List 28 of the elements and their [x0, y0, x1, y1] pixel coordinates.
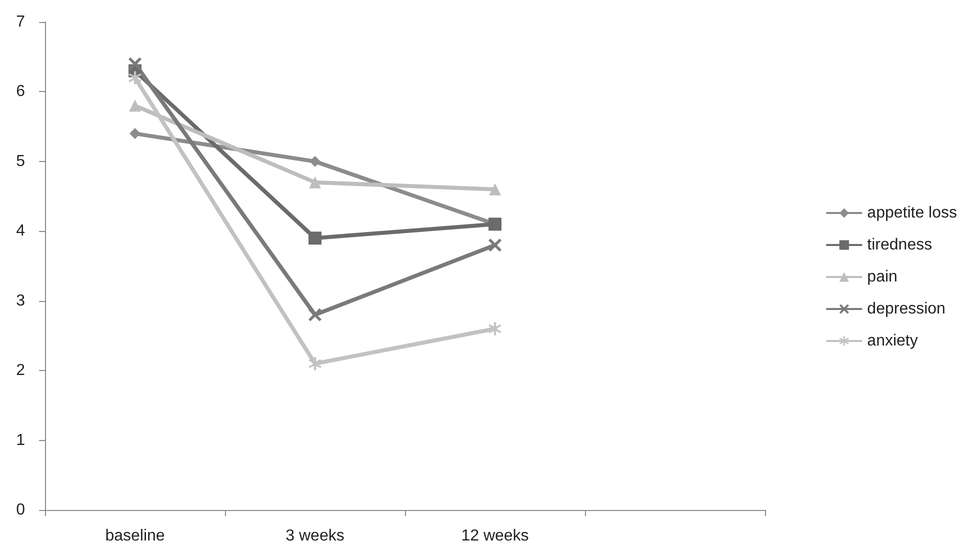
- point: [310, 156, 320, 167]
- legend-label: appetite loss: [867, 204, 958, 222]
- point: [308, 308, 322, 322]
- y-tick-label: 4: [16, 222, 26, 240]
- point: [129, 100, 141, 112]
- point: [308, 232, 322, 245]
- legend-label: tiredness: [867, 236, 932, 254]
- y-tick-label: 7: [16, 14, 26, 30]
- y-tick-label: 5: [16, 152, 26, 170]
- legend-label: anxiety: [867, 332, 918, 350]
- point: [128, 57, 142, 70]
- point: [488, 322, 502, 336]
- y-tick-label: 0: [16, 502, 26, 518]
- y-tick-label: 2: [16, 362, 26, 380]
- point: [488, 238, 502, 252]
- point: [128, 71, 142, 84]
- point: [309, 176, 321, 188]
- point: [308, 357, 322, 370]
- x-tick-label: 3 weeks: [286, 528, 344, 544]
- point: [489, 183, 501, 196]
- legend-label: depression: [867, 300, 946, 318]
- legend-label: pain: [867, 268, 898, 286]
- x-tick-label: 12 weeks: [461, 528, 529, 544]
- y-tick-label: 3: [16, 292, 26, 310]
- x-tick-label: baseline: [105, 528, 165, 544]
- y-tick-label: 6: [16, 83, 26, 100]
- y-tick-label: 1: [16, 432, 26, 449]
- point: [130, 128, 140, 140]
